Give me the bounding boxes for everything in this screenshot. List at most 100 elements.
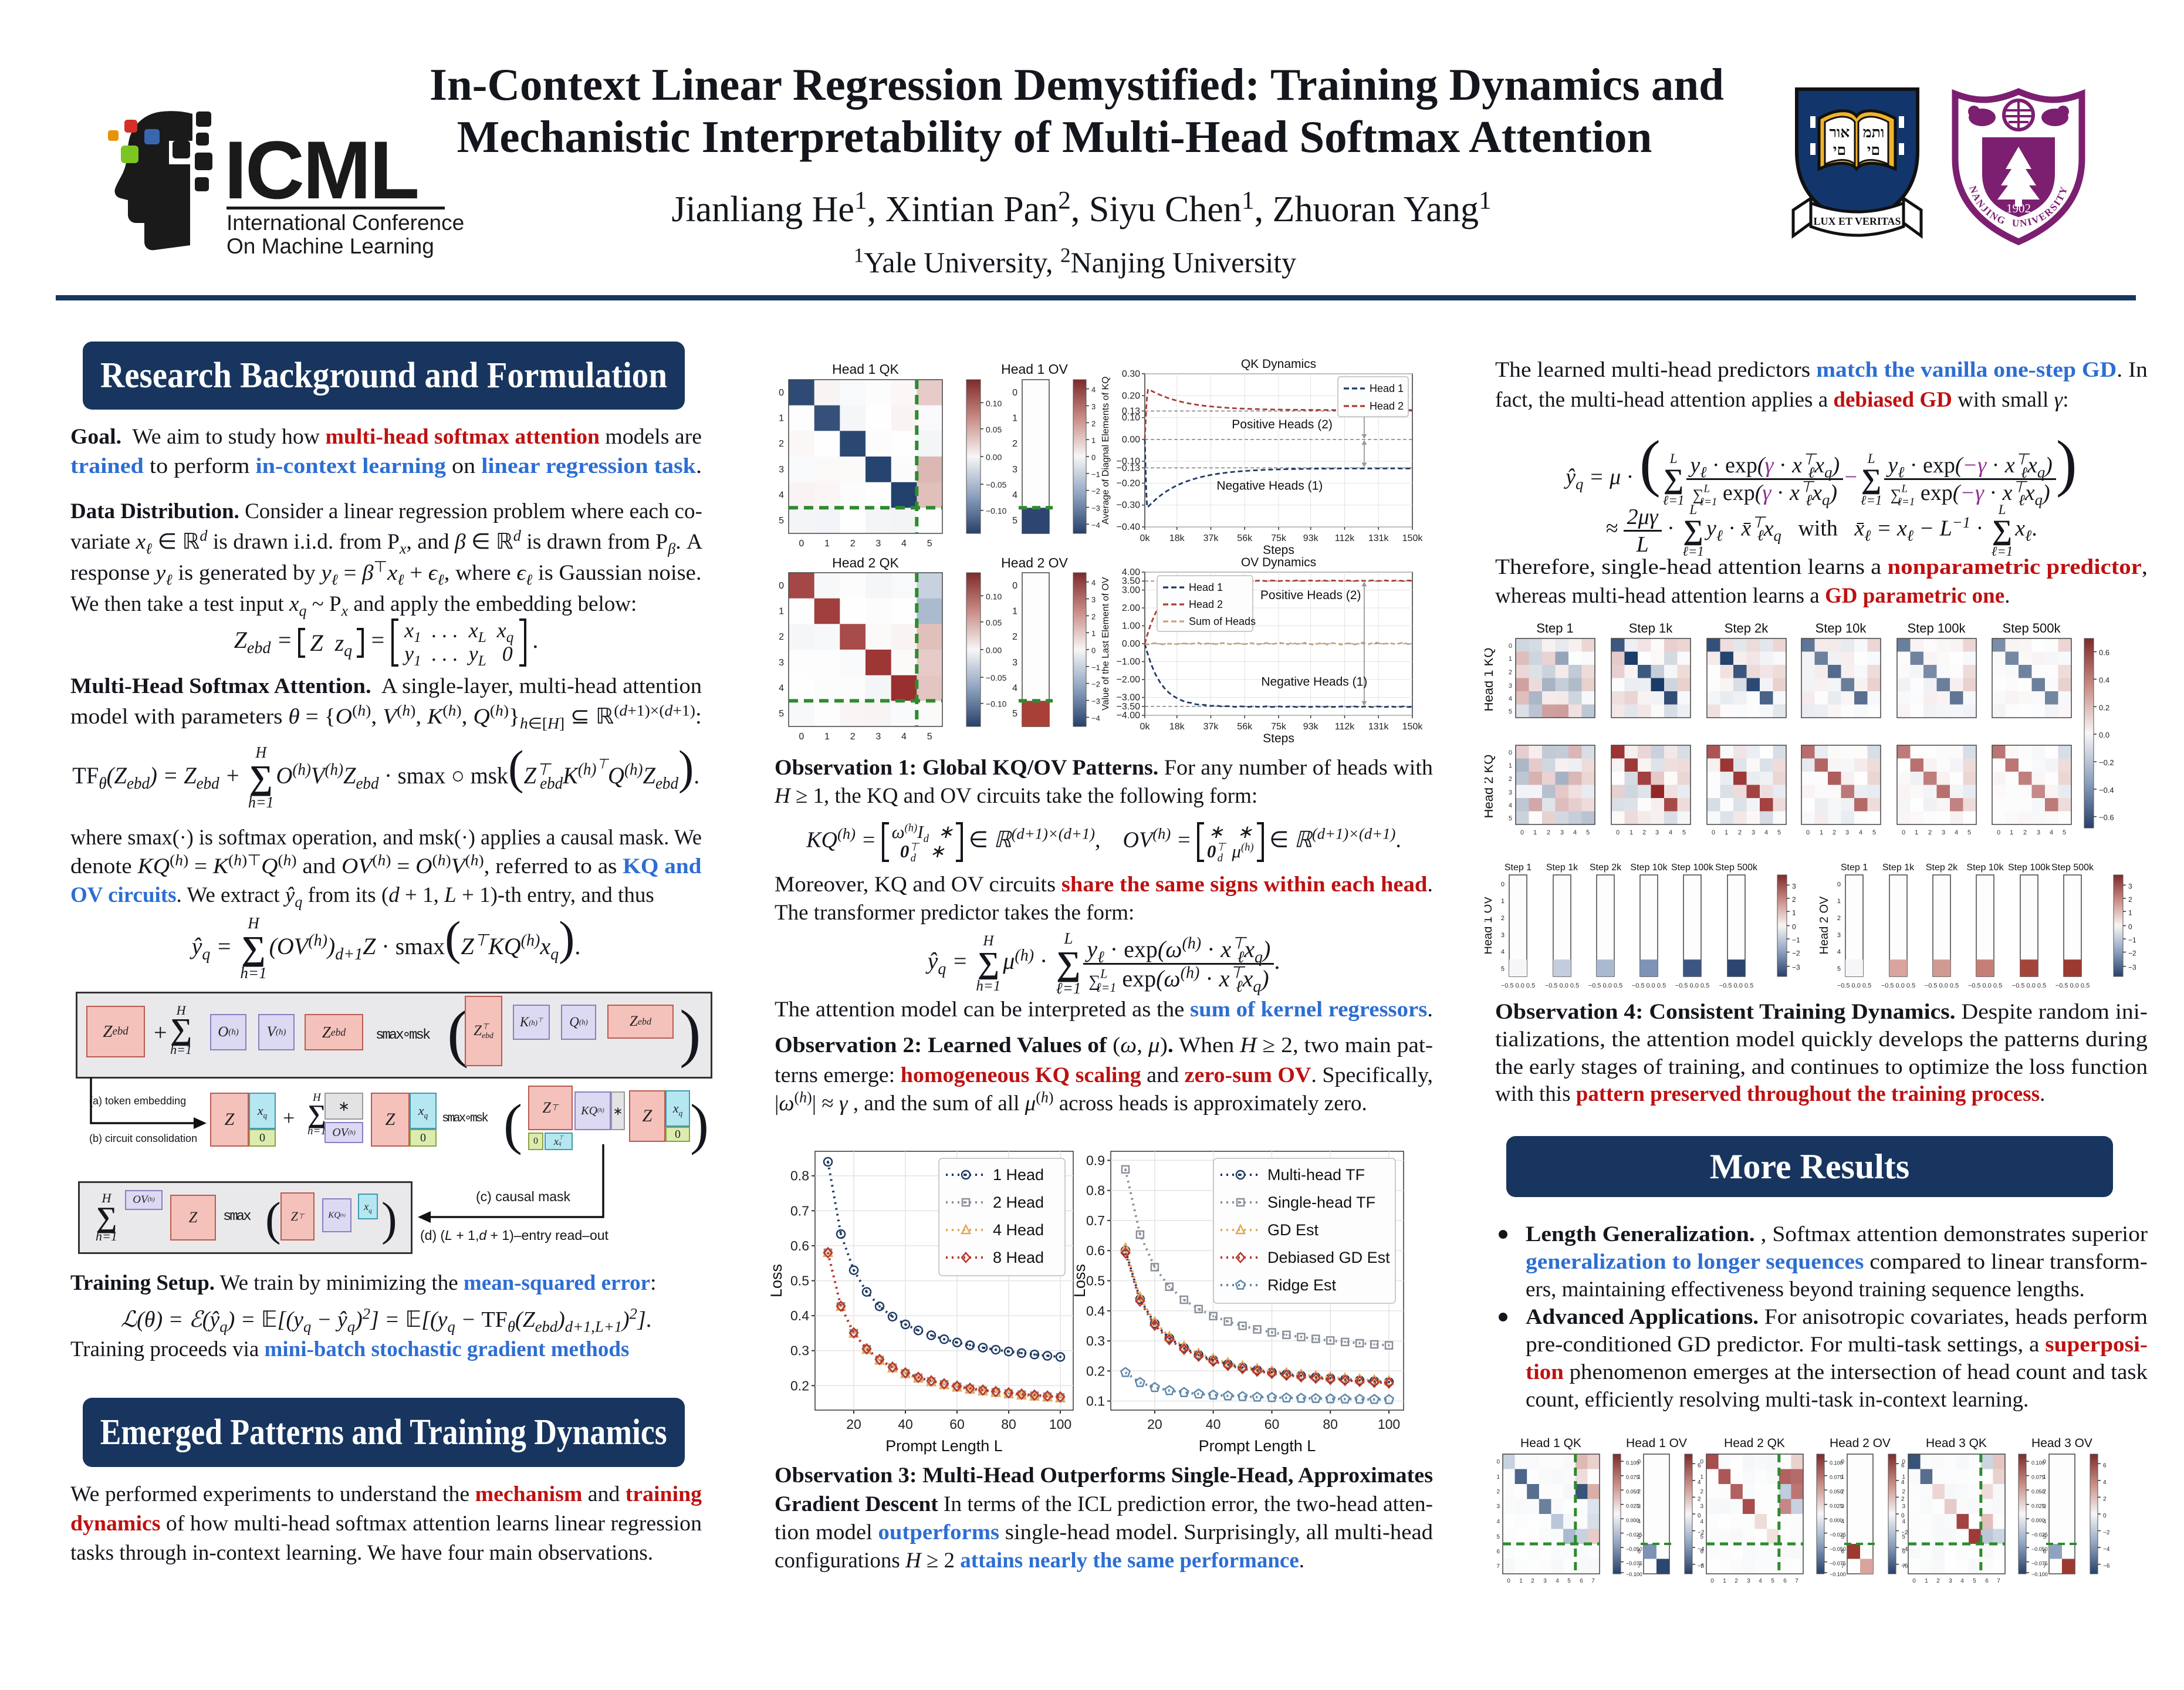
svg-text:0.075: 0.075 [1626,1475,1639,1481]
svg-text:0.050: 0.050 [2031,1489,2045,1495]
svg-text:−0.100: −0.100 [2031,1571,2048,1577]
svg-text:2: 2 [1700,1489,1703,1495]
svg-text:Step 1: Step 1 [1536,621,1574,636]
svg-text:4: 4 [1556,1578,1559,1584]
svg-text:6: 6 [1902,1549,1905,1555]
svg-text:0: 0 [1792,923,1796,931]
svg-text:0.00: 0.00 [986,645,1002,655]
svg-text:7: 7 [1591,1578,1595,1584]
svg-text:Head 2 QK: Head 2 QK [832,555,899,570]
svg-text:37k: 37k [1203,533,1219,543]
svg-text:−0.025: −0.025 [1830,1532,1846,1538]
svg-text:Steps: Steps [1263,543,1294,557]
svg-text:2: 2 [850,539,856,549]
svg-text:4: 4 [1573,829,1577,836]
svg-text:0.0: 0.0 [2099,731,2109,739]
svg-text:2: 2 [1547,829,1550,836]
svg-text:0.8: 0.8 [1086,1183,1105,1198]
svg-text:Head 2 OV: Head 2 OV [1818,896,1831,955]
svg-text:Multi-head TF: Multi-head TF [1267,1166,1365,1184]
svg-text:3: 3 [1792,882,1796,890]
svg-text:56k: 56k [1237,533,1253,543]
svg-text:8 Head: 8 Head [993,1249,1044,1266]
svg-text:−0.10: −0.10 [986,699,1007,709]
svg-text:−3: −3 [1091,697,1100,706]
svg-text:2: 2 [1928,829,1932,836]
svg-text:3: 3 [1509,789,1512,796]
svg-text:−0.40: −0.40 [1117,522,1141,532]
svg-text:0.025: 0.025 [1830,1503,1843,1509]
svg-text:Head 1 OV: Head 1 OV [1626,1436,1687,1450]
svg-text:0: 0 [1496,1459,1500,1465]
svg-text:2: 2 [2128,895,2132,904]
svg-text:2: 2 [1012,632,1017,642]
svg-text:0.2: 0.2 [1086,1363,1105,1378]
svg-text:3: 3 [1637,1503,1641,1510]
svg-text:0.050: 0.050 [1830,1489,1843,1495]
svg-text:150k: 150k [1402,533,1424,543]
svg-text:5: 5 [1837,966,1841,973]
svg-text:−1: −1 [1792,936,1800,944]
svg-text:7: 7 [1637,1563,1641,1570]
svg-text:5: 5 [1509,815,1512,822]
svg-text:Step 1: Step 1 [1505,863,1531,873]
svg-text:International Conference: International Conference [226,211,464,235]
svg-text:Step 2k: Step 2k [1725,621,1769,636]
svg-text:1: 1 [1629,829,1633,836]
svg-text:0.2: 0.2 [2099,703,2109,712]
svg-text:−0.13: −0.13 [1117,463,1141,473]
svg-text:2: 2 [779,439,784,449]
svg-text:3: 3 [1012,465,1017,475]
svg-text:Step 2k: Step 2k [1926,863,1958,873]
svg-text:4: 4 [1700,1519,1703,1525]
svg-text:112k: 112k [1335,533,1355,543]
svg-text:Head 1: Head 1 [1189,582,1223,593]
svg-text:Debiased GD Est: Debiased GD Est [1267,1249,1390,1266]
svg-text:0: 0 [1837,881,1841,888]
svg-text:3: 3 [1012,658,1017,668]
svg-text:4: 4 [901,539,907,549]
svg-text:Head 2 KQ: Head 2 KQ [1485,755,1496,819]
svg-text:1.00: 1.00 [1122,621,1140,631]
svg-text:−2: −2 [1091,680,1100,689]
svg-text:Step 10k: Step 10k [1816,621,1867,636]
svg-text:Step 1k: Step 1k [1546,863,1578,873]
svg-text:2: 2 [1091,612,1096,621]
svg-text:0.10: 0.10 [986,398,1002,408]
svg-text:0: 0 [1509,643,1512,650]
svg-text:−0.5 0.0 0.5: −0.5 0.0 0.5 [1501,982,1535,989]
svg-text:1: 1 [1925,1578,1928,1584]
svg-text:−0.5 0.0 0.5: −0.5 0.0 0.5 [1968,982,2002,989]
svg-text:3: 3 [1942,829,1945,836]
svg-text:0: 0 [1012,581,1017,591]
svg-text:7: 7 [1997,1578,2000,1584]
svg-text:1: 1 [1509,655,1512,663]
svg-text:131k: 131k [1368,533,1389,543]
svg-text:1: 1 [1902,1474,1905,1481]
svg-text:0.4: 0.4 [1086,1303,1105,1319]
svg-text:2: 2 [1735,1578,1738,1584]
svg-text:2: 2 [1833,829,1836,836]
svg-text:4: 4 [1841,1519,1844,1525]
svg-text:1: 1 [1509,762,1512,769]
svg-text:1 Head: 1 Head [993,1166,1044,1184]
svg-text:0.2: 0.2 [790,1378,809,1393]
svg-text:5: 5 [1012,709,1017,719]
svg-text:3: 3 [1655,829,1659,836]
svg-text:0.9: 0.9 [1086,1152,1105,1168]
svg-text:0: 0 [1509,749,1512,756]
svg-text:0.6: 0.6 [2099,648,2109,657]
svg-text:1: 1 [1519,1578,1523,1584]
svg-text:4: 4 [1955,829,1958,836]
svg-text:−1.00: −1.00 [1117,657,1141,667]
svg-text:0.000: 0.000 [2031,1517,2045,1523]
svg-text:3: 3 [1496,1503,1500,1510]
svg-text:0: 0 [1997,829,2000,836]
svg-text:2: 2 [1496,1489,1500,1495]
svg-text:37k: 37k [1203,722,1219,732]
svg-text:1: 1 [1533,829,1537,836]
svg-text:0: 0 [1902,829,1905,836]
svg-text:−4: −4 [1091,714,1100,722]
svg-text:4: 4 [1091,386,1096,394]
svg-text:4: 4 [2043,1519,2046,1525]
